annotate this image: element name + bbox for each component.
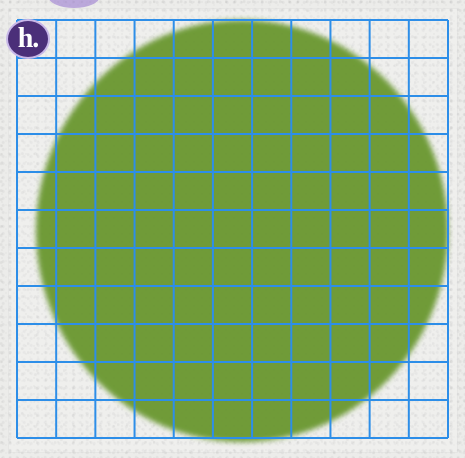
green-circle-texture bbox=[36, 20, 448, 442]
panel-label-badge: h. bbox=[6, 19, 50, 59]
measurement-grid bbox=[16, 19, 449, 439]
